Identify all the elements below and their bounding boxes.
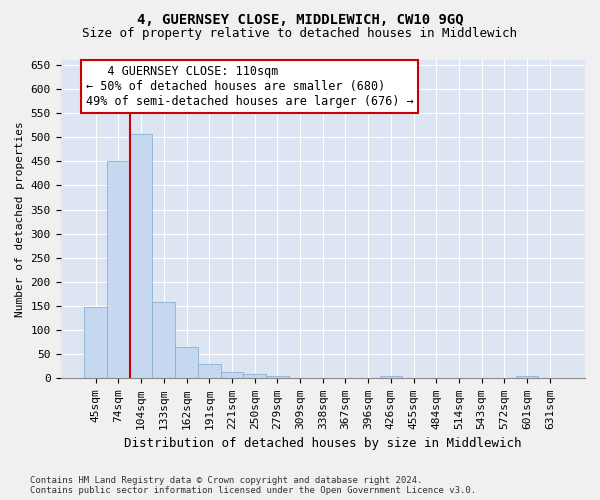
Text: Size of property relative to detached houses in Middlewich: Size of property relative to detached ho… (83, 28, 517, 40)
Bar (243, 374, 266, 378)
Y-axis label: Number of detached properties: Number of detached properties (15, 122, 25, 317)
Bar (198, 364, 221, 378)
Bar (221, 372, 243, 378)
Bar (175, 347, 198, 378)
X-axis label: Distribution of detached houses by size in Middlewich: Distribution of detached houses by size … (124, 437, 521, 450)
Bar (380, 376, 402, 378)
Bar (85, 307, 107, 378)
Bar (107, 162, 130, 378)
Text: 4 GUERNSEY CLOSE: 110sqm
← 50% of detached houses are smaller (680)
49% of semi-: 4 GUERNSEY CLOSE: 110sqm ← 50% of detach… (86, 65, 413, 108)
Bar (152, 302, 175, 378)
Bar (266, 376, 289, 378)
Text: Contains HM Land Registry data © Crown copyright and database right 2024.
Contai: Contains HM Land Registry data © Crown c… (30, 476, 476, 495)
Text: 4, GUERNSEY CLOSE, MIDDLEWICH, CW10 9GQ: 4, GUERNSEY CLOSE, MIDDLEWICH, CW10 9GQ (137, 12, 463, 26)
Bar (516, 376, 538, 378)
Bar (130, 134, 152, 378)
